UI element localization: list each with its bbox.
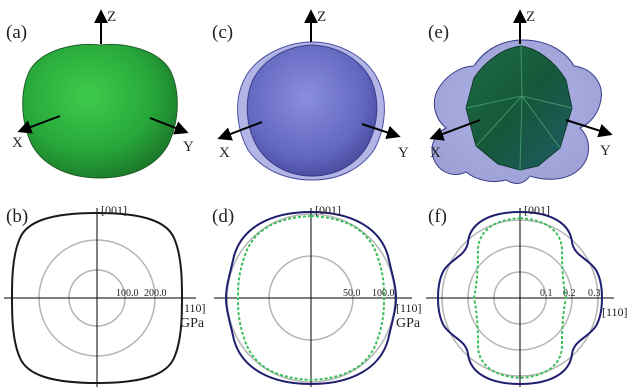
tick-label: 0.3 bbox=[588, 288, 601, 299]
panel-c-label: (c) bbox=[212, 22, 233, 43]
max-poisson-curve bbox=[437, 210, 603, 386]
y-axis-arrow bbox=[565, 119, 613, 138]
panel-b-label: (b) bbox=[6, 206, 28, 227]
right-direction-label: [110] bbox=[602, 305, 628, 319]
panel-b: (b) [001] [110] GPa 100.0 200.0 bbox=[4, 203, 206, 387]
crystal-face-lines bbox=[465, 45, 573, 171]
top-direction-label: [001] bbox=[315, 203, 341, 217]
tick-label: 100.0 bbox=[372, 288, 395, 299]
panel-a: (a) Z X Y bbox=[6, 9, 194, 179]
top-direction-label: [001] bbox=[101, 203, 127, 217]
tick-label: 0.2 bbox=[563, 288, 576, 299]
z-axis-label: Z bbox=[317, 9, 326, 25]
z-axis-label: Z bbox=[107, 9, 116, 25]
x-axis-arrow bbox=[217, 121, 263, 141]
tick-label: 50.0 bbox=[343, 288, 361, 299]
panel-f: (f) [001] [110] 0.1 0.2 0.3 bbox=[426, 203, 628, 387]
panel-c: (c) Z X Y bbox=[212, 9, 409, 181]
panel-f-label: (f) bbox=[428, 206, 447, 227]
blue-3d-surface-inner bbox=[246, 44, 378, 177]
max-shear-curve bbox=[224, 210, 398, 386]
right-direction-label: [110] bbox=[396, 301, 422, 315]
tick-label: 0.1 bbox=[540, 288, 553, 299]
min-shear-curve bbox=[236, 214, 385, 382]
x-axis-label: X bbox=[12, 135, 23, 151]
unit-label: GPa bbox=[180, 316, 205, 331]
panel-e: (e) Z X Y bbox=[428, 9, 613, 184]
tick-label: 200.0 bbox=[144, 288, 167, 299]
min-poisson-curve bbox=[472, 216, 568, 380]
panel-d: (d) [001] [110] GPa 50.0 100.0 bbox=[212, 203, 422, 387]
panel-e-label: (e) bbox=[428, 22, 449, 43]
panel-d-label: (d) bbox=[212, 206, 234, 227]
elastic-modulus-curve bbox=[10, 211, 183, 385]
right-direction-label: [110] bbox=[180, 301, 206, 315]
y-axis-arrow bbox=[361, 123, 401, 140]
x-axis-arrow bbox=[17, 115, 61, 134]
z-axis-label: Z bbox=[526, 9, 535, 25]
panel-a-label: (a) bbox=[6, 22, 27, 43]
tick-label: 100.0 bbox=[116, 288, 139, 299]
y-axis-arrow bbox=[149, 117, 189, 135]
green-3d-surface bbox=[22, 43, 178, 179]
x-axis-label: X bbox=[430, 145, 441, 161]
y-axis-label: Y bbox=[398, 145, 409, 161]
y-axis-label: Y bbox=[183, 139, 194, 155]
top-direction-label: [001] bbox=[524, 203, 550, 217]
y-axis-label: Y bbox=[600, 143, 611, 159]
x-axis-arrow bbox=[429, 119, 481, 141]
x-axis-label: X bbox=[219, 145, 230, 161]
unit-label: GPa bbox=[396, 316, 421, 331]
